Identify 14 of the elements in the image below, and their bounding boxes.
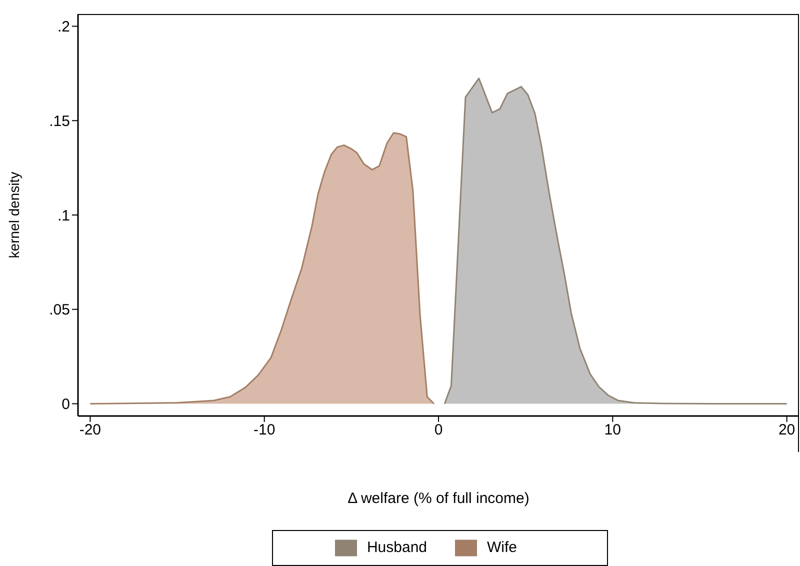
x-axis-title: Δ welfare (% of full income) xyxy=(346,490,530,507)
legend-label: Wife xyxy=(487,538,518,556)
y-axis-title: kernel density xyxy=(6,172,22,258)
y-tick-label: .15 xyxy=(49,112,70,130)
y-tick-label: .05 xyxy=(49,302,70,319)
y-tick-label: .1 xyxy=(57,207,70,224)
x-tick-label: -20 xyxy=(79,422,102,439)
x-tick-label: 10 xyxy=(604,422,621,439)
y-tick-label: 0 xyxy=(62,396,70,414)
x-tick-label: -10 xyxy=(254,422,276,439)
x-tick-label: 20 xyxy=(778,422,796,439)
y-tick-label: .2 xyxy=(57,18,70,36)
x-tick-label: 0 xyxy=(434,422,443,439)
legend-label: Husband xyxy=(366,538,428,556)
